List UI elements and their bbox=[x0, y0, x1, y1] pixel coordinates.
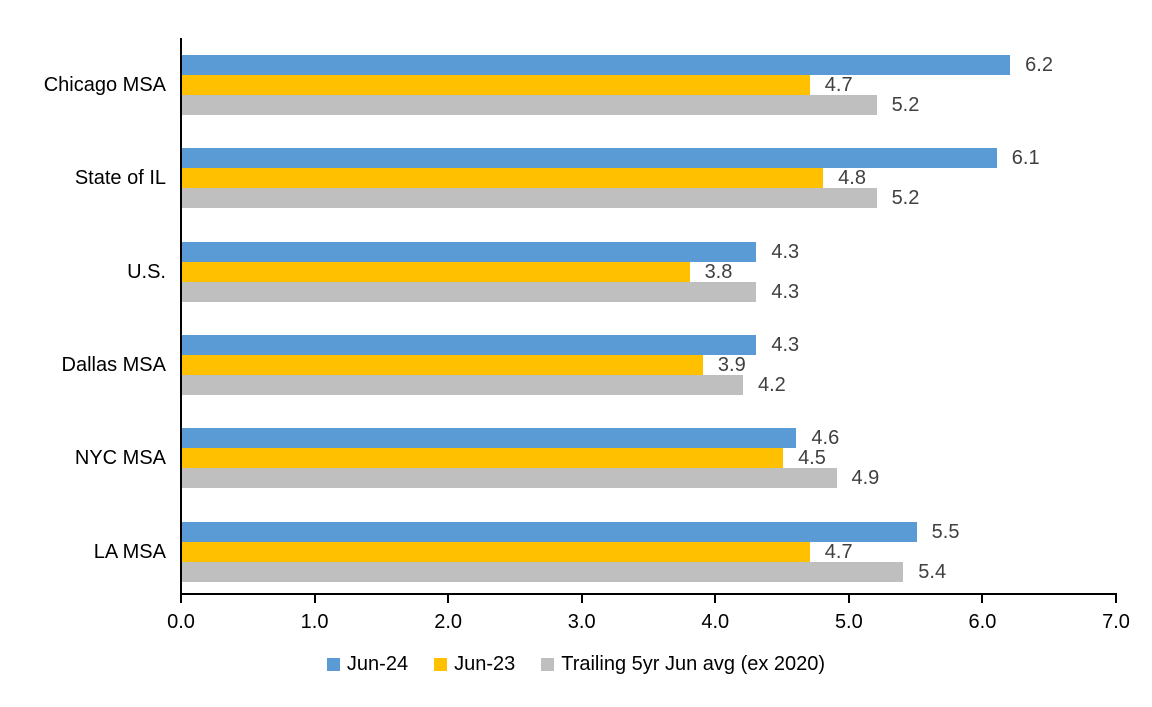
bar-jun-24 bbox=[182, 521, 917, 542]
data-label: 4.3 bbox=[771, 240, 800, 263]
data-label: 5.2 bbox=[891, 94, 920, 116]
category-label: State of IL bbox=[74, 167, 166, 190]
x-axis-tick bbox=[1115, 595, 1117, 603]
legend-label: Jun-23 bbox=[454, 653, 516, 675]
legend-marker-icon bbox=[326, 658, 340, 671]
bar-jun-23 bbox=[182, 448, 784, 469]
data-label: 5.5 bbox=[931, 520, 960, 543]
data-label: 5.4 bbox=[918, 560, 947, 583]
category-label: Chicago MSA bbox=[43, 74, 166, 96]
bar-trailing-5yr-jun-avg-ex-2020- bbox=[182, 188, 877, 209]
legend-item: Jun-24 bbox=[326, 653, 409, 676]
legend-label: Jun-24 bbox=[346, 653, 409, 675]
data-label: 4.2 bbox=[758, 373, 786, 396]
x-axis-tick bbox=[580, 595, 583, 603]
category-label: Dallas MSA bbox=[61, 353, 166, 376]
legend-label: Trailing 5yr Jun avg (ex 2020) bbox=[561, 653, 826, 675]
x-axis-tick-label: 7.0 bbox=[1102, 611, 1130, 633]
bar-jun-23 bbox=[182, 75, 810, 95]
data-label: 4.5 bbox=[798, 447, 826, 470]
data-label: 5.2 bbox=[891, 187, 920, 210]
bar-jun-24 bbox=[182, 148, 997, 169]
data-label: 4.3 bbox=[771, 333, 800, 356]
bar-trailing-5yr-jun-avg-ex-2020- bbox=[182, 95, 877, 115]
bar-jun-23 bbox=[182, 354, 703, 375]
x-axis-tick-label: 0.0 bbox=[167, 611, 195, 633]
x-axis-tick-label: 6.0 bbox=[968, 611, 997, 633]
bar-jun-24 bbox=[182, 55, 1011, 75]
x-axis-tick bbox=[447, 595, 450, 603]
x-axis-tick-label: 4.0 bbox=[701, 611, 730, 633]
data-label: 4.9 bbox=[851, 467, 880, 490]
x-axis-tick bbox=[714, 595, 717, 603]
chart-legend: Jun-24 Jun-23 Trailing 5yr Jun avg (ex 202… bbox=[0, 653, 1152, 676]
x-axis-tick bbox=[313, 595, 316, 603]
data-label: 6.2 bbox=[1025, 54, 1053, 76]
category-label: NYC MSA bbox=[74, 447, 166, 470]
data-label: 4.7 bbox=[824, 540, 853, 563]
data-label: 6.1 bbox=[1011, 147, 1040, 170]
x-axis-tick bbox=[847, 595, 850, 603]
data-label: 4.7 bbox=[824, 74, 853, 96]
plot-area: 6.2 4.7 5.2 6.1 4.8 5.2 4.3 3.8 4.3 4.3 3.9 4.2 4.6 4… bbox=[180, 38, 1117, 595]
bar-jun-23 bbox=[182, 168, 824, 189]
bar-jun-23 bbox=[182, 541, 810, 562]
x-axis-tick bbox=[180, 595, 182, 603]
bar-trailing-5yr-jun-avg-ex-2020- bbox=[182, 281, 757, 302]
data-label: 3.8 bbox=[704, 260, 733, 283]
data-label: 4.3 bbox=[771, 280, 800, 303]
legend-item: Jun-23 bbox=[434, 653, 515, 676]
bar-jun-24 bbox=[182, 428, 797, 449]
bar-trailing-5yr-jun-avg-ex-2020- bbox=[182, 374, 743, 395]
legend-item: Trailing 5yr Jun avg (ex 2020) bbox=[541, 653, 825, 676]
x-axis-tick-label: 2.0 bbox=[434, 611, 463, 633]
x-axis-tick-label: 3.0 bbox=[567, 611, 596, 633]
bar-jun-23 bbox=[182, 261, 690, 282]
data-label: 4.6 bbox=[811, 427, 840, 450]
x-axis-tick bbox=[981, 595, 984, 603]
category-label: LA MSA bbox=[93, 540, 166, 563]
bar-trailing-5yr-jun-avg-ex-2020- bbox=[182, 561, 904, 582]
category-label: U.S. bbox=[127, 260, 166, 283]
data-label: 4.8 bbox=[838, 167, 866, 190]
x-axis-tick-label: 5.0 bbox=[834, 611, 863, 633]
x-axis-tick-label: 1.0 bbox=[300, 611, 329, 633]
bar-jun-24 bbox=[182, 241, 757, 262]
legend-marker-icon bbox=[541, 658, 555, 671]
data-label: 3.9 bbox=[717, 353, 746, 376]
legend-marker-icon bbox=[434, 658, 448, 671]
bar-trailing-5yr-jun-avg-ex-2020- bbox=[182, 468, 837, 489]
bar-jun-24 bbox=[182, 334, 757, 355]
